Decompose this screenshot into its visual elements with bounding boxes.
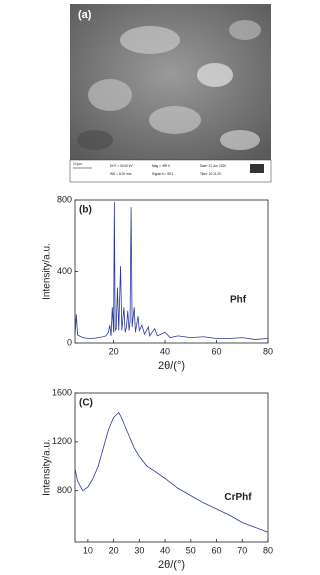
x-tick-label: 50 bbox=[186, 545, 196, 555]
scale-label: 10 µm bbox=[73, 162, 82, 166]
y-tick-label: 0 bbox=[67, 337, 72, 347]
x-axis-label: 2θ/(°) bbox=[158, 559, 185, 571]
data-line bbox=[74, 201, 269, 340]
y-tick-label: 800 bbox=[57, 485, 72, 495]
info-text: Time: 10:11:20 bbox=[200, 172, 221, 176]
x-axis-label: 2θ/(°) bbox=[158, 360, 185, 372]
x-tick-label: 60 bbox=[212, 346, 222, 356]
x-tick-label: 70 bbox=[237, 545, 247, 555]
panel-label: (a) bbox=[78, 9, 92, 21]
y-tick-label: 1600 bbox=[52, 387, 72, 397]
panel-label: (b) bbox=[79, 205, 92, 216]
info-text: WD = 8.00 mm bbox=[110, 172, 132, 176]
particle bbox=[120, 26, 180, 54]
sem-panel: (a) 10 µm EHT = 30.00 kV WD = 8.00 mm Ma… bbox=[69, 4, 272, 183]
y-tick-label: 400 bbox=[57, 266, 72, 276]
info-text: Mag = 499 X bbox=[152, 164, 171, 168]
particle bbox=[229, 20, 261, 40]
x-tick-label: 30 bbox=[134, 545, 144, 555]
y-axis-label: Intensity/a.u. bbox=[42, 439, 53, 496]
particle bbox=[149, 106, 201, 134]
x-tick-label: 20 bbox=[109, 346, 119, 356]
info-text: Date: 22 Jun 2020 bbox=[200, 164, 226, 168]
x-tick-label: 20 bbox=[109, 545, 119, 555]
particle bbox=[220, 130, 260, 150]
particle bbox=[88, 79, 132, 111]
x-tick-label: 40 bbox=[160, 545, 170, 555]
panel-label: (C) bbox=[79, 398, 93, 409]
annotation: CrPhf bbox=[224, 492, 252, 503]
x-tick-label: 10 bbox=[83, 545, 93, 555]
y-tick-label: 1200 bbox=[52, 436, 72, 446]
x-tick-label: 80 bbox=[263, 346, 273, 356]
particle bbox=[197, 63, 233, 87]
plot-frame bbox=[74, 392, 269, 543]
x-tick-label: 80 bbox=[263, 545, 273, 555]
y-tick-label: 800 bbox=[57, 194, 72, 204]
logo bbox=[250, 164, 264, 173]
info-text: EHT = 30.00 kV bbox=[110, 164, 133, 168]
y-axis-label: Intensity/a.u. bbox=[42, 243, 53, 300]
info-text: Signal A = SE1 bbox=[152, 172, 173, 176]
plot-frame bbox=[74, 199, 269, 344]
data-line bbox=[74, 411, 269, 533]
x-tick-label: 60 bbox=[212, 545, 222, 555]
annotation: Phf bbox=[230, 295, 247, 306]
info-bar bbox=[69, 159, 272, 183]
x-tick-label: 40 bbox=[160, 346, 170, 356]
particle bbox=[77, 130, 113, 150]
